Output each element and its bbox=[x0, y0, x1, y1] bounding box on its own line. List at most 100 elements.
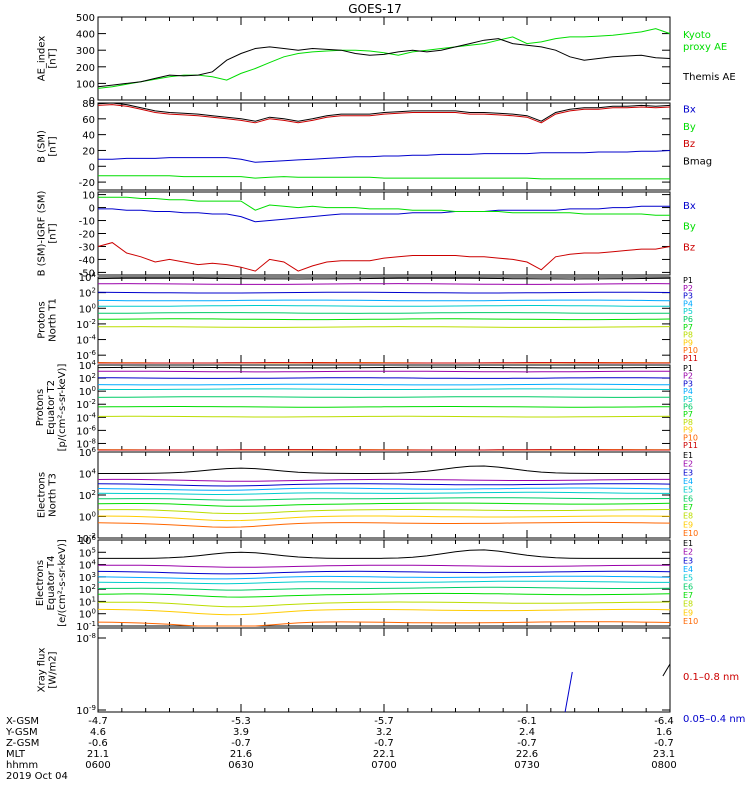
series-e6 bbox=[98, 587, 670, 590]
y-tick-label: 100 bbox=[76, 79, 95, 90]
y-axis-label: Electrons bbox=[35, 560, 46, 606]
series-p8 bbox=[98, 416, 670, 417]
y-tick-label: 200 bbox=[76, 63, 95, 74]
ephem-row-label: hhmm bbox=[6, 760, 38, 771]
y-axis-label: Xray flux bbox=[37, 648, 48, 693]
panel-frame bbox=[98, 628, 670, 712]
y-axis-label: Protons bbox=[37, 301, 48, 338]
ephem-row-label: X-GSM bbox=[6, 716, 39, 727]
ephem-value: 0700 bbox=[371, 760, 396, 771]
ephem-value: 0630 bbox=[228, 760, 253, 771]
channel-label: E4 bbox=[683, 477, 693, 486]
y-tick-label: 100 bbox=[79, 302, 96, 315]
channel-label: P11 bbox=[683, 354, 698, 363]
plot-title: GOES-17 bbox=[348, 2, 402, 16]
legend-entry: 0.05–0.4 nm bbox=[683, 714, 745, 725]
channel-label: E9 bbox=[683, 520, 693, 529]
y-tick-label: 104 bbox=[79, 468, 97, 481]
legend-entry: 0.1–0.8 nm bbox=[683, 672, 739, 683]
channel-label: E7 bbox=[683, 591, 693, 600]
ephem-value: -0.7 bbox=[231, 738, 251, 749]
legend-entry: Kyoto bbox=[683, 30, 711, 41]
ephem-value: 21.6 bbox=[230, 749, 252, 760]
series-e5 bbox=[98, 492, 670, 494]
series-e3 bbox=[98, 571, 670, 574]
series-by bbox=[98, 176, 670, 179]
ephem-value: 0800 bbox=[651, 760, 676, 771]
ephem-value: 4.6 bbox=[90, 727, 106, 738]
y-tick-label: 20 bbox=[82, 146, 95, 157]
channel-label: E7 bbox=[683, 503, 693, 512]
series-e5 bbox=[98, 581, 670, 584]
y-axis-label: B (SM) bbox=[37, 130, 48, 163]
series-e8 bbox=[98, 602, 670, 607]
ephem-value: 3.2 bbox=[376, 727, 392, 738]
series-e7 bbox=[98, 593, 670, 597]
y-tick-label: 102 bbox=[79, 583, 96, 596]
series-p1 bbox=[98, 367, 670, 368]
channel-label: E10 bbox=[683, 529, 698, 538]
ephem-value: -0.6 bbox=[88, 738, 108, 749]
series-bx bbox=[98, 151, 670, 163]
ephem-value: 22.6 bbox=[516, 749, 538, 760]
y-tick-label: 40 bbox=[82, 131, 95, 142]
ephem-value: 23.1 bbox=[653, 749, 675, 760]
ephem-value: -4.7 bbox=[88, 716, 108, 727]
series-p6 bbox=[98, 397, 670, 398]
series-e10 bbox=[98, 522, 670, 527]
ephem-value: 1.6 bbox=[656, 727, 672, 738]
legend-entry: By bbox=[683, 122, 696, 133]
plot-date: 2019 Oct 04 bbox=[6, 771, 68, 782]
y-tick-label: 60 bbox=[82, 115, 95, 126]
y-tick-label: 500 bbox=[76, 13, 95, 24]
series-p5 bbox=[98, 306, 670, 307]
y-axis-label: North T3 bbox=[48, 473, 59, 517]
legend-entry: Bz bbox=[683, 242, 695, 253]
ephem-value: 21.1 bbox=[87, 749, 109, 760]
channel-label: E3 bbox=[683, 468, 693, 477]
y-axis-label: North T1 bbox=[48, 298, 59, 342]
y-axis-label: Protons bbox=[35, 389, 46, 426]
y-tick-label: 104 bbox=[79, 271, 97, 284]
channel-label: E10 bbox=[683, 617, 698, 626]
y-axis-label: Equator T2 bbox=[46, 380, 57, 435]
y-tick-label: -20 bbox=[79, 230, 95, 241]
y-tick-label: 104 bbox=[79, 359, 97, 372]
ephem-row-label: MLT bbox=[6, 749, 26, 760]
series-e2 bbox=[98, 565, 670, 567]
y-axis-label: AE_index bbox=[37, 36, 48, 82]
ephem-value: -0.7 bbox=[654, 738, 674, 749]
y-tick-label: 106 bbox=[79, 446, 97, 459]
y-axis-label: [p/(cm²-s-sr-keV)] bbox=[57, 364, 68, 452]
series-p1 bbox=[98, 278, 670, 279]
y-tick-label: 102 bbox=[79, 287, 96, 300]
channel-label: E2 bbox=[683, 460, 693, 469]
ephem-value: 0600 bbox=[85, 760, 110, 771]
channel-label: E5 bbox=[683, 486, 693, 495]
y-tick-label: 102 bbox=[79, 489, 96, 502]
y-tick-label: 10-4 bbox=[76, 334, 96, 347]
y-tick-label: 103 bbox=[79, 571, 96, 584]
channel-label: E2 bbox=[683, 548, 693, 557]
channel-label: E4 bbox=[683, 565, 693, 574]
series-p7 bbox=[98, 407, 670, 408]
channel-label: E5 bbox=[683, 574, 693, 583]
y-tick-label: -20 bbox=[79, 178, 95, 189]
y-tick-label: 300 bbox=[76, 46, 95, 57]
y-tick-label: 104 bbox=[79, 559, 97, 572]
series-e1 bbox=[98, 550, 670, 559]
ephem-value: -5.3 bbox=[231, 716, 251, 727]
channel-label: P11 bbox=[683, 441, 698, 450]
panel-8: Xray flux[W/m2]0.1–0.8 nm0.05–0.4 nm bbox=[37, 628, 746, 725]
channel-label: E9 bbox=[683, 608, 693, 617]
series-e3 bbox=[98, 484, 670, 486]
series-xray-short bbox=[565, 672, 572, 712]
channel-label: E1 bbox=[683, 539, 693, 548]
series-e4 bbox=[98, 488, 670, 490]
y-tick-label: 102 bbox=[79, 372, 96, 385]
series-p6 bbox=[98, 313, 670, 314]
